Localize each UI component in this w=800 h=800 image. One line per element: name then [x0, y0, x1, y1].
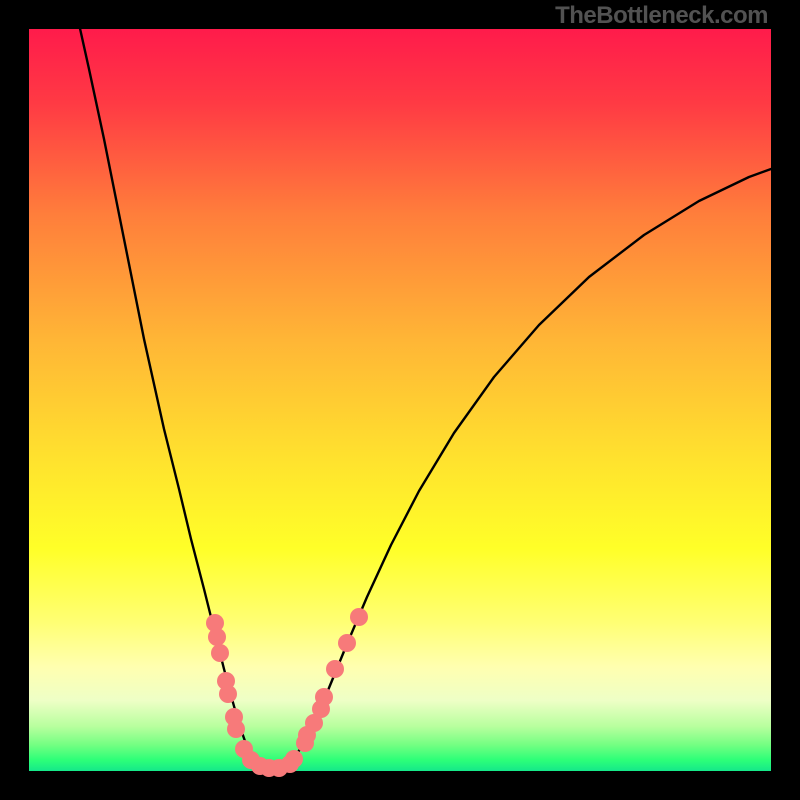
marker-point [326, 660, 344, 678]
marker-point [350, 608, 368, 626]
marker-point [219, 685, 237, 703]
chart-frame: TheBottleneck.com [0, 0, 800, 800]
curve-layer [29, 29, 771, 771]
marker-point [208, 628, 226, 646]
plot-area [29, 29, 771, 771]
marker-point [315, 688, 333, 706]
watermark-text: TheBottleneck.com [555, 2, 768, 30]
bottleneck-curve [79, 24, 771, 769]
scatter-markers [206, 608, 368, 777]
marker-point [338, 634, 356, 652]
marker-point [285, 750, 303, 768]
marker-point [211, 644, 229, 662]
marker-point [227, 720, 245, 738]
